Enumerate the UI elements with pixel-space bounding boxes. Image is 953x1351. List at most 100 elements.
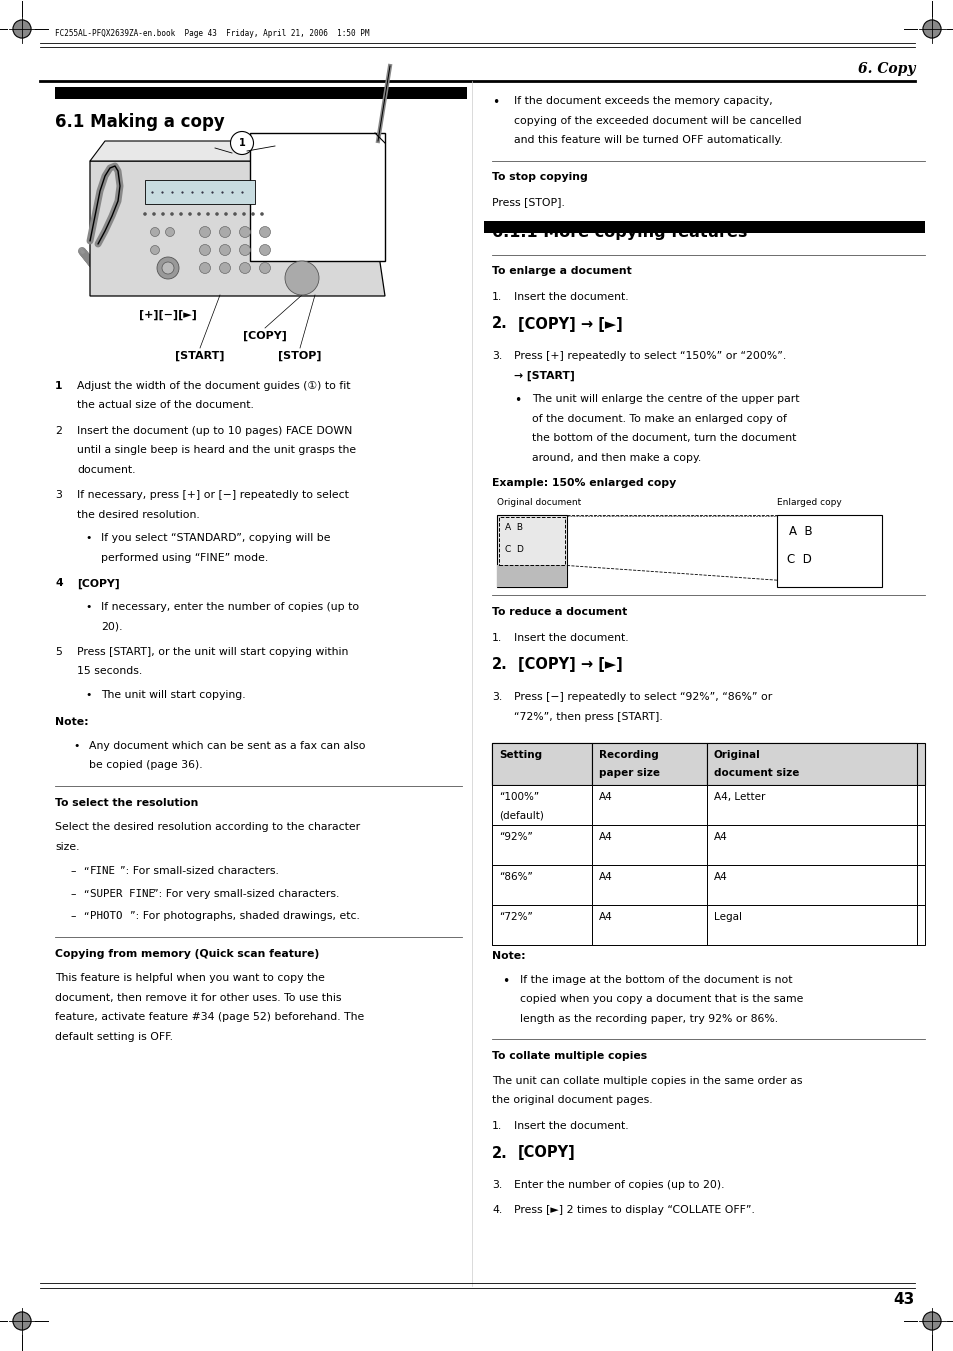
Bar xyxy=(592,866,706,905)
Text: → [START]: → [START] xyxy=(514,372,574,381)
Text: copied when you copy a document that is the same: copied when you copy a document that is … xyxy=(519,994,802,1005)
Bar xyxy=(592,743,706,785)
Text: A4: A4 xyxy=(713,832,727,843)
Circle shape xyxy=(224,212,228,216)
Text: Insert the document.: Insert the document. xyxy=(514,634,628,643)
Text: 1: 1 xyxy=(238,138,245,149)
Circle shape xyxy=(13,1312,30,1329)
Text: If the document exceeds the memory capacity,: If the document exceeds the memory capac… xyxy=(514,96,772,105)
Text: Press [STOP].: Press [STOP]. xyxy=(492,197,564,207)
Bar xyxy=(145,180,254,204)
Text: the desired resolution.: the desired resolution. xyxy=(77,509,199,520)
Text: the bottom of the document, turn the document: the bottom of the document, turn the doc… xyxy=(532,434,796,443)
Text: Select the desired resolution according to the character: Select the desired resolution according … xyxy=(55,823,359,832)
Text: “: “ xyxy=(83,912,89,921)
Text: copying of the exceeded document will be cancelled: copying of the exceeded document will be… xyxy=(514,115,801,126)
Text: A4: A4 xyxy=(598,793,612,802)
Text: To reduce a document: To reduce a document xyxy=(492,608,626,617)
Text: Press [►] 2 times to display “COLLATE OFF”.: Press [►] 2 times to display “COLLATE OF… xyxy=(514,1205,754,1215)
Circle shape xyxy=(215,212,218,216)
Text: [START]: [START] xyxy=(175,351,225,361)
Text: •: • xyxy=(514,394,520,408)
Circle shape xyxy=(206,212,210,216)
Bar xyxy=(492,785,592,825)
Bar xyxy=(492,905,924,946)
Text: To select the resolution: To select the resolution xyxy=(55,798,198,808)
Circle shape xyxy=(170,212,173,216)
Text: 1.: 1. xyxy=(492,1121,501,1131)
Text: Note:: Note: xyxy=(492,951,525,962)
Text: of the document. To make an enlarged copy of: of the document. To make an enlarged cop… xyxy=(532,413,786,424)
Bar xyxy=(492,743,924,785)
Text: Press [−] repeatedly to select “92%”, “86%” or: Press [−] repeatedly to select “92%”, “8… xyxy=(514,693,771,703)
Circle shape xyxy=(242,212,246,216)
Circle shape xyxy=(219,262,231,273)
Bar xyxy=(492,825,592,866)
Text: If necessary, enter the number of copies (up to: If necessary, enter the number of copies… xyxy=(101,603,358,612)
Text: Enter the number of copies (up to 20).: Enter the number of copies (up to 20). xyxy=(514,1181,723,1190)
Circle shape xyxy=(219,245,231,255)
Bar xyxy=(776,516,882,588)
Circle shape xyxy=(199,245,211,255)
Circle shape xyxy=(219,227,231,238)
Text: 1: 1 xyxy=(55,381,63,390)
Circle shape xyxy=(260,212,264,216)
Text: 1.: 1. xyxy=(492,292,501,303)
Circle shape xyxy=(285,261,318,295)
Text: size.: size. xyxy=(55,842,79,852)
Text: ”: For small-sized characters.: ”: For small-sized characters. xyxy=(120,866,278,877)
Text: 5: 5 xyxy=(55,647,62,657)
Bar xyxy=(492,905,592,946)
Circle shape xyxy=(251,212,254,216)
Text: –: – xyxy=(70,912,75,921)
Bar xyxy=(706,785,916,825)
Text: [COPY]: [COPY] xyxy=(77,578,119,589)
Text: A4, Letter: A4, Letter xyxy=(713,793,764,802)
Text: •: • xyxy=(501,975,509,988)
Text: [COPY] → [►]: [COPY] → [►] xyxy=(517,316,622,331)
Text: document, then remove it for other uses. To use this: document, then remove it for other uses.… xyxy=(55,993,341,1002)
Bar xyxy=(498,517,564,566)
Text: The unit can collate multiple copies in the same order as: The unit can collate multiple copies in … xyxy=(492,1075,801,1086)
Text: “100%”: “100%” xyxy=(498,793,538,802)
Text: paper size: paper size xyxy=(598,769,659,778)
Bar xyxy=(592,905,706,946)
Text: If necessary, press [+] or [−] repeatedly to select: If necessary, press [+] or [−] repeatedl… xyxy=(77,490,349,500)
Text: FINE: FINE xyxy=(90,866,116,877)
Text: “72%”, then press [START].: “72%”, then press [START]. xyxy=(514,712,662,721)
Text: [+][−][►]: [+][−][►] xyxy=(139,309,196,320)
Text: Setting: Setting xyxy=(498,751,541,761)
Bar xyxy=(492,785,924,825)
Bar xyxy=(483,222,924,232)
Text: be copied (page 36).: be copied (page 36). xyxy=(89,761,202,770)
Text: Original document: Original document xyxy=(497,499,580,508)
Circle shape xyxy=(259,262,271,273)
Text: Legal: Legal xyxy=(713,912,741,923)
Text: “: “ xyxy=(83,866,89,877)
Text: C  D: C D xyxy=(786,554,811,566)
Text: [COPY]: [COPY] xyxy=(243,331,287,342)
Bar xyxy=(706,743,916,785)
Text: 4: 4 xyxy=(55,578,63,589)
Text: C  D: C D xyxy=(504,546,523,554)
Text: The unit will start copying.: The unit will start copying. xyxy=(101,690,245,700)
Text: (default): (default) xyxy=(498,811,543,820)
Text: –: – xyxy=(70,866,75,877)
Circle shape xyxy=(151,227,159,236)
Text: –: – xyxy=(70,889,75,898)
Text: A4: A4 xyxy=(598,912,612,923)
Text: •: • xyxy=(492,96,498,109)
Circle shape xyxy=(197,212,200,216)
Text: and this feature will be turned OFF automatically.: and this feature will be turned OFF auto… xyxy=(514,135,781,145)
Text: 6. Copy: 6. Copy xyxy=(857,62,914,76)
Text: A  B: A B xyxy=(504,523,522,532)
Text: PHOTO: PHOTO xyxy=(90,912,122,921)
Text: Insert the document (up to 10 pages) FACE DOWN: Insert the document (up to 10 pages) FAC… xyxy=(77,426,352,436)
Circle shape xyxy=(923,20,940,38)
Text: Original: Original xyxy=(713,751,760,761)
Text: 2.: 2. xyxy=(492,658,507,673)
Text: 3.: 3. xyxy=(492,1181,501,1190)
Text: A4: A4 xyxy=(713,873,727,882)
Text: To collate multiple copies: To collate multiple copies xyxy=(492,1051,646,1062)
Text: Any document which can be sent as a fax can also: Any document which can be sent as a fax … xyxy=(89,740,365,751)
